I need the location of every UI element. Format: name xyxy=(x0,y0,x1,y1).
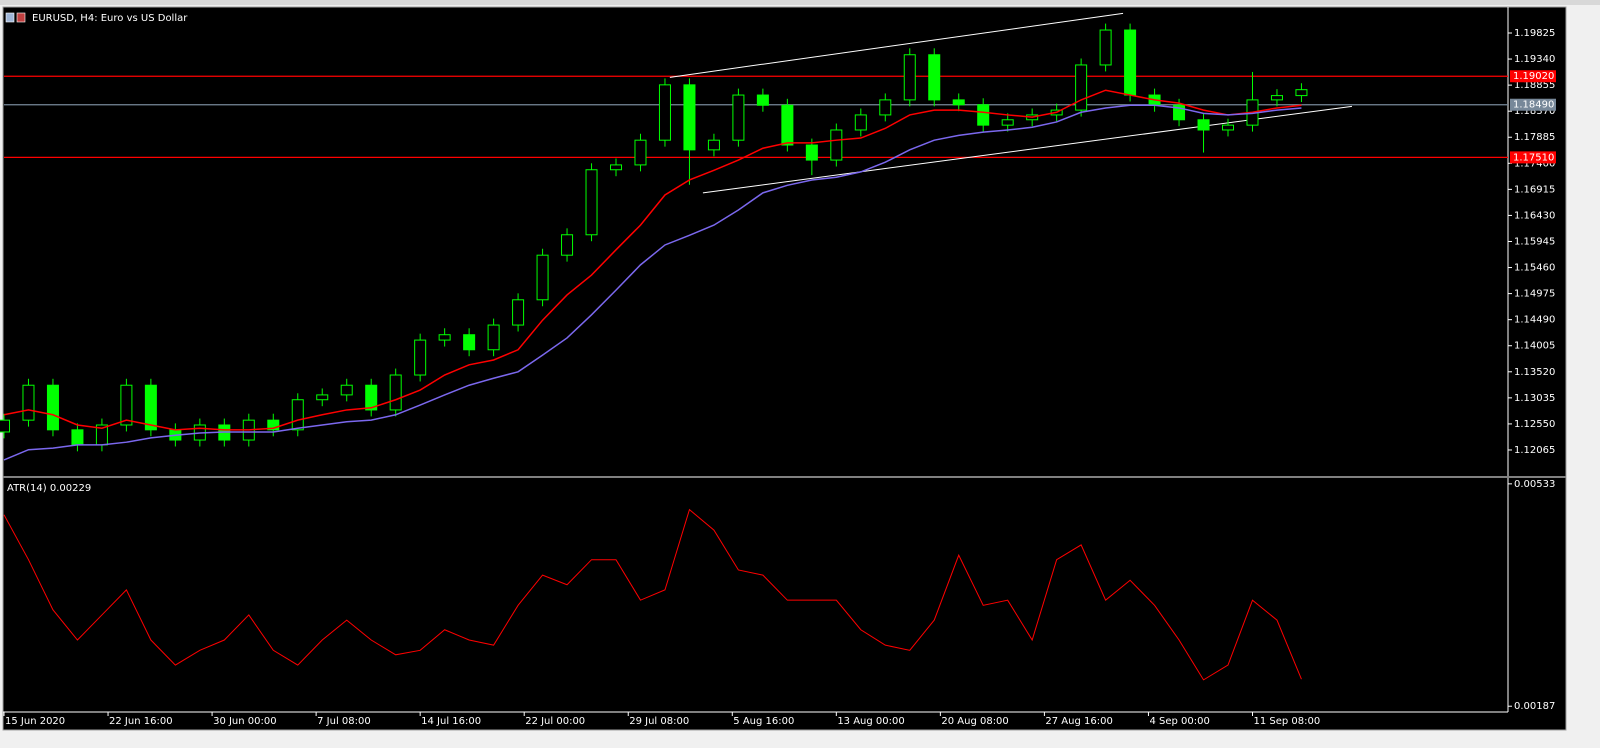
x-tick-label: 30 Jun 00:00 xyxy=(213,716,277,727)
y-tick-label: 1.17885 xyxy=(1514,132,1555,143)
indicator-title: ATR(14) 0.00229 xyxy=(7,483,91,494)
y-tick-label: 0.00533 xyxy=(1514,479,1555,490)
candle-body xyxy=(683,84,696,151)
candle-body xyxy=(903,54,916,101)
candle-body xyxy=(291,399,304,431)
price-level-label: 1.19020 xyxy=(1513,71,1554,82)
candle-body xyxy=(781,104,794,146)
y-tick-label: 1.12550 xyxy=(1514,419,1555,430)
candle-body xyxy=(879,99,892,116)
y-tick-label: 1.18370 xyxy=(1514,106,1555,117)
y-tick-label: 1.19825 xyxy=(1514,28,1555,39)
y-tick-label: 0.00187 xyxy=(1514,701,1555,712)
y-tick-label: 1.14005 xyxy=(1514,341,1555,352)
candle-body xyxy=(1124,29,1137,96)
candle-body xyxy=(561,234,574,256)
candle-body xyxy=(732,94,745,141)
trend-line xyxy=(702,105,1353,194)
candle-body xyxy=(414,339,427,376)
x-tick-label: 5 Aug 16:00 xyxy=(733,716,794,727)
candle-body xyxy=(463,334,476,351)
y-tick-label: 1.12065 xyxy=(1514,445,1555,456)
y-tick-label: 1.18855 xyxy=(1514,80,1555,91)
price-level-label: 1.18490 xyxy=(1513,100,1554,111)
x-tick-label: 14 Jul 16:00 xyxy=(421,716,481,727)
x-tick-label: 22 Jun 16:00 xyxy=(109,716,173,727)
x-tick-label: 27 Aug 16:00 xyxy=(1045,716,1112,727)
toolbar-strip xyxy=(0,0,1600,5)
x-tick-label: 22 Jul 00:00 xyxy=(525,716,585,727)
price-level-tag xyxy=(1510,151,1556,164)
candle-body xyxy=(22,384,35,421)
candle-body xyxy=(707,139,720,151)
candle-body xyxy=(1222,124,1235,131)
candle-body xyxy=(487,324,500,351)
trend-line xyxy=(669,12,1124,78)
candle-body xyxy=(1099,29,1112,66)
candle-body xyxy=(1173,104,1186,121)
x-tick-label: 7 Jul 08:00 xyxy=(317,716,371,727)
candle-body xyxy=(977,104,990,126)
candle-body xyxy=(267,419,280,431)
candle-body xyxy=(316,394,329,401)
candle-body xyxy=(609,164,623,171)
candle-body xyxy=(0,419,11,433)
y-tick-label: 1.17400 xyxy=(1514,158,1555,169)
candle-body xyxy=(512,299,525,326)
x-tick-label: 13 Aug 00:00 xyxy=(837,716,904,727)
y-tick-label: 1.16915 xyxy=(1514,184,1555,195)
candle-body xyxy=(536,254,549,301)
candle-body xyxy=(634,139,647,166)
y-tick-label: 1.14975 xyxy=(1514,289,1555,300)
symbol-icon xyxy=(16,12,26,23)
chart-title: EURUSD, H4: Euro vs US Dollar xyxy=(32,13,188,24)
y-tick-label: 1.15945 xyxy=(1514,236,1555,247)
candle-body xyxy=(854,114,867,131)
candle-body xyxy=(1001,119,1014,126)
indicator-line xyxy=(3,508,1302,681)
candle-body xyxy=(340,384,353,396)
x-tick-label: 15 Jun 2020 xyxy=(5,716,65,727)
candle-body xyxy=(438,334,451,341)
candle-body xyxy=(46,384,59,431)
y-tick-label: 1.15460 xyxy=(1514,263,1555,274)
x-tick-label: 20 Aug 08:00 xyxy=(941,716,1008,727)
moving-average xyxy=(3,89,1302,431)
candle-body xyxy=(1075,64,1088,111)
candle-body xyxy=(1197,119,1210,131)
symbol-icon xyxy=(5,12,15,23)
y-tick-label: 1.16430 xyxy=(1514,210,1555,221)
x-tick-label: 11 Sep 08:00 xyxy=(1253,716,1320,727)
candle-body xyxy=(365,384,378,411)
candle-body xyxy=(120,384,133,426)
moving-average xyxy=(3,104,1302,461)
candle-body xyxy=(144,384,157,431)
price-level-tag xyxy=(1510,98,1556,111)
x-tick-label: 29 Jul 08:00 xyxy=(629,716,689,727)
candle-body xyxy=(805,144,818,161)
candle-body xyxy=(71,429,84,446)
candle-body xyxy=(830,129,843,161)
y-tick-label: 1.14490 xyxy=(1514,315,1555,326)
candle-body xyxy=(928,54,941,101)
y-tick-label: 1.19340 xyxy=(1514,54,1555,65)
y-tick-label: 1.13520 xyxy=(1514,367,1555,378)
price-level-label: 1.17510 xyxy=(1513,152,1554,163)
candle-body xyxy=(1295,89,1308,97)
candle-body xyxy=(952,99,965,106)
price-level-tag xyxy=(1510,70,1556,83)
candle-body xyxy=(756,94,769,106)
candle-body xyxy=(1270,95,1283,101)
y-tick-label: 1.13035 xyxy=(1514,393,1555,404)
candle-body xyxy=(658,84,671,141)
candle-body xyxy=(585,169,598,236)
x-tick-label: 4 Sep 00:00 xyxy=(1149,716,1209,727)
candle-body xyxy=(389,374,402,411)
